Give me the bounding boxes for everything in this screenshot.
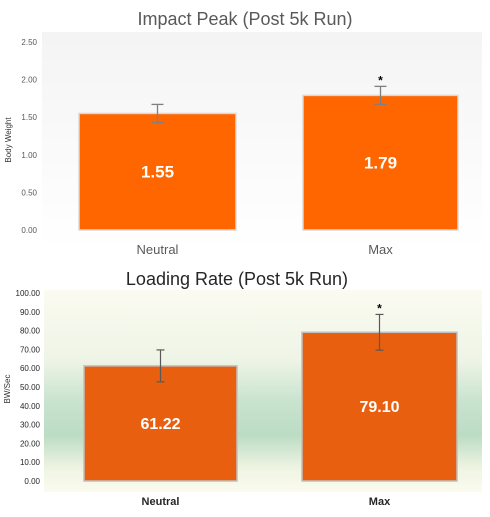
y-tick-label: 1.00 [21, 151, 37, 160]
category-label: Max [368, 242, 393, 257]
y-tick-label: 100.00 [16, 289, 41, 298]
y-tick-label: 0.50 [21, 188, 37, 197]
y-tick-labels: 0.00 10.00 20.00 30.00 40.00 50.00 60.00 70.00 8… [16, 289, 41, 486]
chart-title: Impact Peak (Post 5k Run) [137, 9, 352, 29]
y-tick-label: 2.00 [21, 76, 37, 85]
value-label: 1.79 [364, 154, 397, 173]
y-tick-label: 20.00 [20, 439, 41, 448]
y-tick-label: 80.00 [20, 327, 41, 336]
y-tick-label: 90.00 [20, 308, 41, 317]
loading-rate-chart: Loading Rate (Post 5k Run) BW/Sec 0.00 10… [3, 269, 482, 508]
y-tick-label: 2.50 [21, 38, 37, 47]
category-label: Max [369, 496, 391, 508]
impact-peak-chart: Impact Peak (Post 5k Run) Body Weight 0.… [4, 9, 482, 257]
y-tick-label: 70.00 [20, 345, 41, 354]
bar [78, 112, 237, 231]
significance-asterisk: * [377, 301, 382, 315]
value-label: 79.10 [359, 399, 399, 416]
y-tick-label: 10.00 [20, 458, 41, 467]
significance-markers: * [378, 73, 383, 87]
y-tick-label: 0.00 [24, 477, 40, 486]
y-tick-label: 40.00 [20, 402, 41, 411]
value-labels: 61.22 79.10 [140, 399, 399, 433]
y-axis-label: BW/Sec [3, 375, 12, 404]
value-label: 1.55 [141, 163, 174, 182]
y-tick-label: 0.00 [21, 226, 37, 235]
error-bars [156, 313, 384, 383]
y-axis-label: Body Weight [4, 117, 13, 163]
significance-asterisk: * [378, 73, 383, 87]
y-tick-label: 30.00 [20, 421, 41, 430]
bar [83, 365, 238, 482]
significance-markers: * [377, 301, 382, 315]
y-tick-label: 1.50 [21, 113, 37, 122]
bar [301, 331, 458, 482]
y-tick-label: 50.00 [20, 383, 41, 392]
y-tick-label: 60.00 [20, 364, 41, 373]
y-tick-labels: 0.00 0.50 1.00 1.50 2.00 2.50 [21, 38, 37, 235]
x-tick-labels: Neutral Max [137, 242, 394, 257]
bars [83, 331, 458, 482]
chart-title: Loading Rate (Post 5k Run) [126, 269, 348, 289]
value-labels: 1.55 1.79 [141, 154, 397, 182]
x-tick-labels: Neutral Max [142, 496, 392, 508]
category-label: Neutral [142, 496, 180, 508]
error-bars [151, 85, 387, 124]
category-label: Neutral [137, 242, 179, 257]
value-label: 61.22 [140, 416, 180, 433]
